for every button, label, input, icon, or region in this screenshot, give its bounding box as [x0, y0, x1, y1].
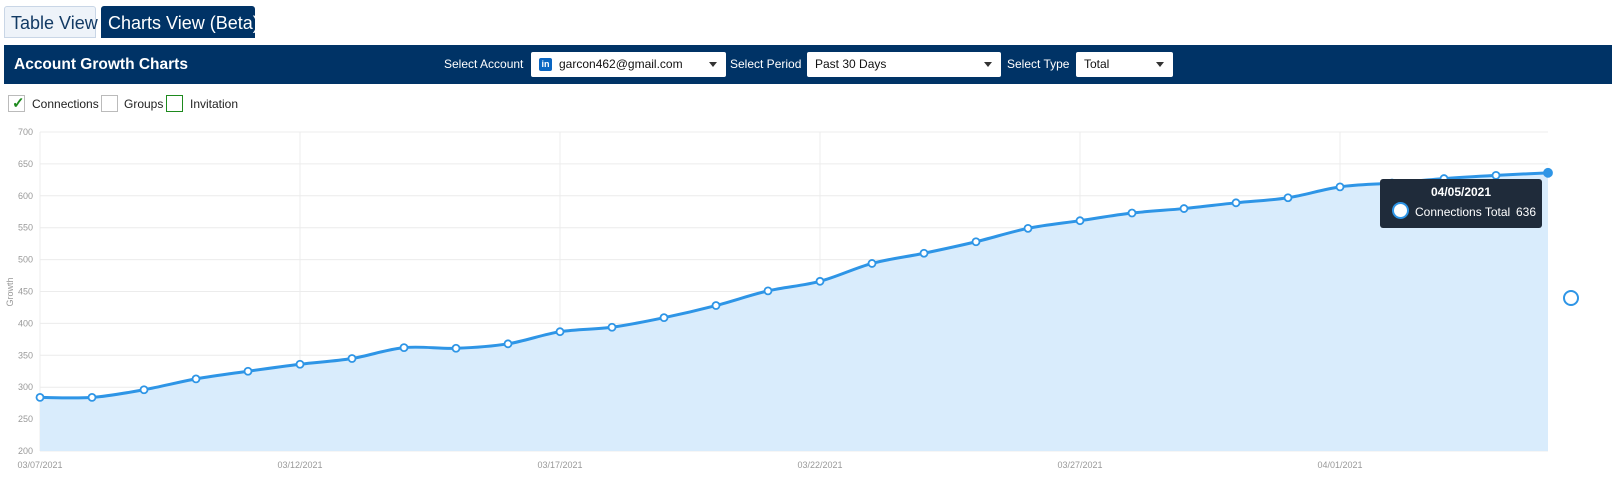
- account-select-value: garcon462@gmail.com: [559, 57, 683, 71]
- data-point: [763, 286, 773, 296]
- checkmark-icon: ✓: [12, 95, 25, 112]
- y-tick-label: 650: [18, 159, 33, 169]
- chevron-down-icon: [1156, 62, 1164, 67]
- y-axis-label: Growth: [5, 277, 15, 306]
- y-tick-label: 600: [18, 191, 33, 201]
- data-point: [1075, 216, 1085, 226]
- y-tick-label: 700: [18, 127, 33, 137]
- data-point: [1179, 204, 1189, 213]
- x-tick-label: 03/27/2021: [1057, 460, 1102, 470]
- x-tick-label: 04/01/2021: [1317, 460, 1362, 470]
- data-point: [295, 359, 305, 369]
- tooltip-series: Connections Total: [1415, 205, 1511, 219]
- data-point: [815, 276, 825, 286]
- period-select-value: Past 30 Days: [815, 57, 887, 71]
- y-tick-label: 450: [18, 287, 33, 297]
- data-point: [139, 385, 149, 395]
- series-area: [40, 172, 1548, 451]
- invitation-label: Invitation: [190, 97, 239, 111]
- data-point: [1127, 208, 1137, 218]
- data-point: [971, 237, 981, 247]
- y-tick-label: 350: [18, 350, 33, 360]
- tab-charts-view[interactable]: Charts View (Beta): [101, 6, 259, 38]
- type-select-value: Total: [1084, 57, 1110, 71]
- y-axis-ticks: 200 250 300 350 400 450 500 550 600 650 700: [18, 127, 33, 456]
- data-point: [347, 354, 357, 363]
- tooltip-value: 636: [1516, 205, 1537, 219]
- y-tick-label: 550: [18, 223, 33, 233]
- data-point: [243, 366, 253, 376]
- series-marker-icon: [1392, 202, 1409, 219]
- data-point: [35, 393, 45, 402]
- chart-header-bar: Account Growth Charts Select Account in …: [4, 45, 1612, 84]
- data-point: [659, 313, 669, 323]
- x-tick-label: 03/17/2021: [537, 460, 582, 470]
- y-tick-label: 200: [18, 446, 33, 456]
- connections-label: Connections: [32, 97, 99, 111]
- data-point: [503, 339, 513, 349]
- data-point: [1491, 170, 1501, 180]
- data-point: [555, 327, 565, 337]
- period-select[interactable]: Past 30 Days: [807, 52, 1001, 77]
- select-type-label: Select Type: [1007, 57, 1070, 71]
- data-point: [399, 343, 409, 353]
- invitation-checkbox[interactable]: [166, 95, 183, 112]
- data-point: [1335, 182, 1345, 192]
- data-point: [1023, 223, 1033, 233]
- page-title: Account Growth Charts: [14, 56, 188, 73]
- y-tick-label: 250: [18, 414, 33, 424]
- groups-checkbox[interactable]: [101, 95, 118, 112]
- data-point: [607, 322, 617, 332]
- connections-checkbox[interactable]: ✓: [8, 95, 25, 112]
- chart-tooltip: 04/05/2021 Connections Total 636: [1380, 179, 1542, 228]
- data-point: [919, 248, 929, 258]
- chevron-down-icon: [984, 62, 992, 67]
- linkedin-icon: in: [539, 58, 552, 71]
- data-point: [1283, 193, 1293, 203]
- x-tick-label: 03/22/2021: [797, 460, 842, 470]
- y-tick-label: 500: [18, 255, 33, 265]
- chart-scroll-handle[interactable]: [1563, 290, 1579, 306]
- account-select[interactable]: in garcon462@gmail.com: [531, 52, 726, 77]
- select-period-label: Select Period: [730, 57, 802, 71]
- data-point: [191, 374, 201, 384]
- data-point: [451, 343, 461, 353]
- growth-chart: 200 250 300 350 400 450 500 550 600 650 700 03/07/…: [5, 127, 1553, 470]
- x-tick-label: 03/07/2021: [17, 460, 62, 470]
- data-point: [867, 259, 877, 268]
- type-select[interactable]: Total: [1076, 52, 1173, 77]
- chart-points: [35, 167, 1553, 402]
- select-account-label: Select Account: [444, 57, 524, 71]
- data-point: [87, 393, 97, 402]
- data-point: [1231, 198, 1241, 208]
- x-axis-ticks: 03/07/2021 03/12/2021 03/17/2021 03/22/2021…: [17, 460, 1362, 470]
- y-tick-label: 300: [18, 382, 33, 392]
- data-point: [1543, 167, 1553, 178]
- groups-label: Groups: [124, 97, 164, 111]
- y-tick-label: 400: [18, 318, 33, 328]
- tab-table-view[interactable]: Table View: [4, 6, 98, 38]
- chart-area-layer: [40, 172, 1548, 451]
- chevron-down-icon: [709, 62, 717, 67]
- tooltip-date: 04/05/2021: [1430, 185, 1492, 199]
- x-tick-label: 03/12/2021: [277, 460, 322, 470]
- data-point: [711, 301, 721, 310]
